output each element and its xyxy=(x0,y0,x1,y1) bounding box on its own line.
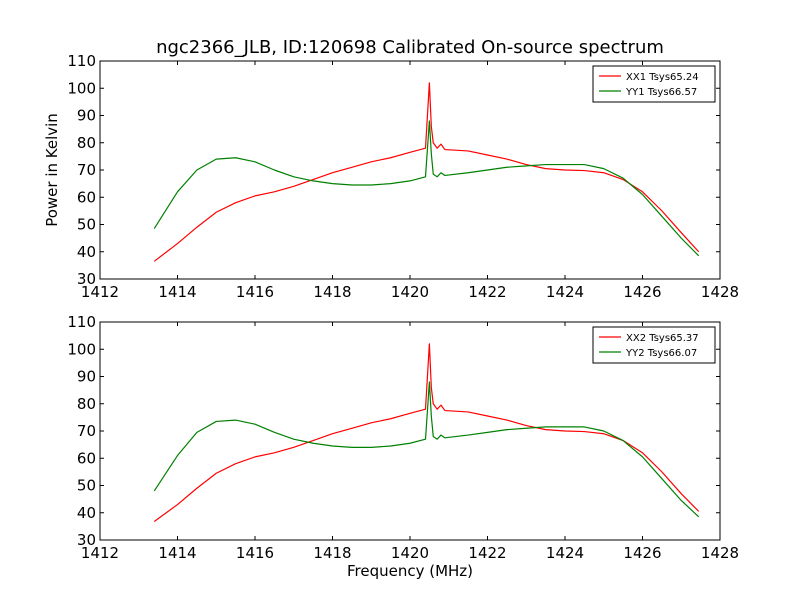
legend: XX2 Tsys65.37 YY2 Tsys66.07 xyxy=(592,326,716,364)
legend-label: YY1 Tsys66.57 xyxy=(625,87,697,98)
x-tick-label: 1422 xyxy=(468,544,506,562)
y-tick-label: 100 xyxy=(67,340,96,358)
x-tick-label: 1414 xyxy=(158,544,196,562)
y-tick-label: 70 xyxy=(77,161,96,179)
y-tick-label: 40 xyxy=(77,504,96,522)
y-tick-label: 60 xyxy=(77,449,96,467)
y-tick-label: 30 xyxy=(77,270,96,288)
legend-label: YY2 Tsys66.07 xyxy=(625,348,697,359)
x-tick-label: 1416 xyxy=(236,283,274,301)
y-tick-label: 60 xyxy=(77,188,96,206)
x-tick-label: 1414 xyxy=(158,283,196,301)
x-axis-label: Frequency (MHz) xyxy=(347,562,473,580)
x-tick-label: 1412 xyxy=(81,283,119,301)
y-tick-label: 100 xyxy=(67,79,96,97)
figure-title: ngc2366_JLB, ID:120698 Calibrated On-sou… xyxy=(156,37,664,58)
y-axis-label: Power in Kelvin xyxy=(43,113,61,227)
x-tick-label: 1416 xyxy=(236,544,274,562)
x-tick-label: 1412 xyxy=(81,544,119,562)
x-tick-label: 1422 xyxy=(468,283,506,301)
legend: XX1 Tsys65.24 YY1 Tsys66.57 xyxy=(592,65,716,103)
top-panel: 1412 1414 1416 1418 1420 1422 1424 1426 1428 30 40… xyxy=(43,52,739,301)
x-tick-label: 1428 xyxy=(701,544,739,562)
y-tick-label: 80 xyxy=(77,134,96,152)
x-tick-label: 1420 xyxy=(391,544,429,562)
y-tick-label: 30 xyxy=(77,531,96,549)
y-tick-label: 110 xyxy=(67,52,96,70)
series-line-yy-panel-1 xyxy=(153,120,700,257)
x-tick-label: 1426 xyxy=(623,283,661,301)
y-tick-label: 90 xyxy=(77,368,96,386)
legend-box xyxy=(592,326,716,364)
y-tick-label: 50 xyxy=(77,216,96,234)
series-line-yy-panel-2 xyxy=(153,381,700,518)
x-tick-label: 1418 xyxy=(313,283,351,301)
x-tick-label: 1420 xyxy=(391,283,429,301)
x-tick-label: 1424 xyxy=(546,283,584,301)
y-tick-label: 110 xyxy=(67,313,96,331)
series-line-xx-panel-2 xyxy=(153,343,700,522)
x-tick-label: 1424 xyxy=(546,544,584,562)
x-tick-label: 1426 xyxy=(623,544,661,562)
y-tick-label: 40 xyxy=(77,243,96,261)
bottom-panel: 1412 1414 1416 1418 1420 1422 1424 1426 1428 30 40… xyxy=(67,313,739,580)
legend-box xyxy=(592,65,716,103)
x-tick-label: 1428 xyxy=(701,283,739,301)
y-tick-label: 80 xyxy=(77,395,96,413)
legend-label: XX2 Tsys65.37 xyxy=(626,333,699,344)
x-tick-label: 1418 xyxy=(313,544,351,562)
legend-label: XX1 Tsys65.24 xyxy=(626,72,699,83)
y-tick-label: 90 xyxy=(77,107,96,125)
y-tick-label: 50 xyxy=(77,477,96,495)
y-tick-label: 70 xyxy=(77,422,96,440)
series-line-xx-panel-1 xyxy=(153,82,700,262)
